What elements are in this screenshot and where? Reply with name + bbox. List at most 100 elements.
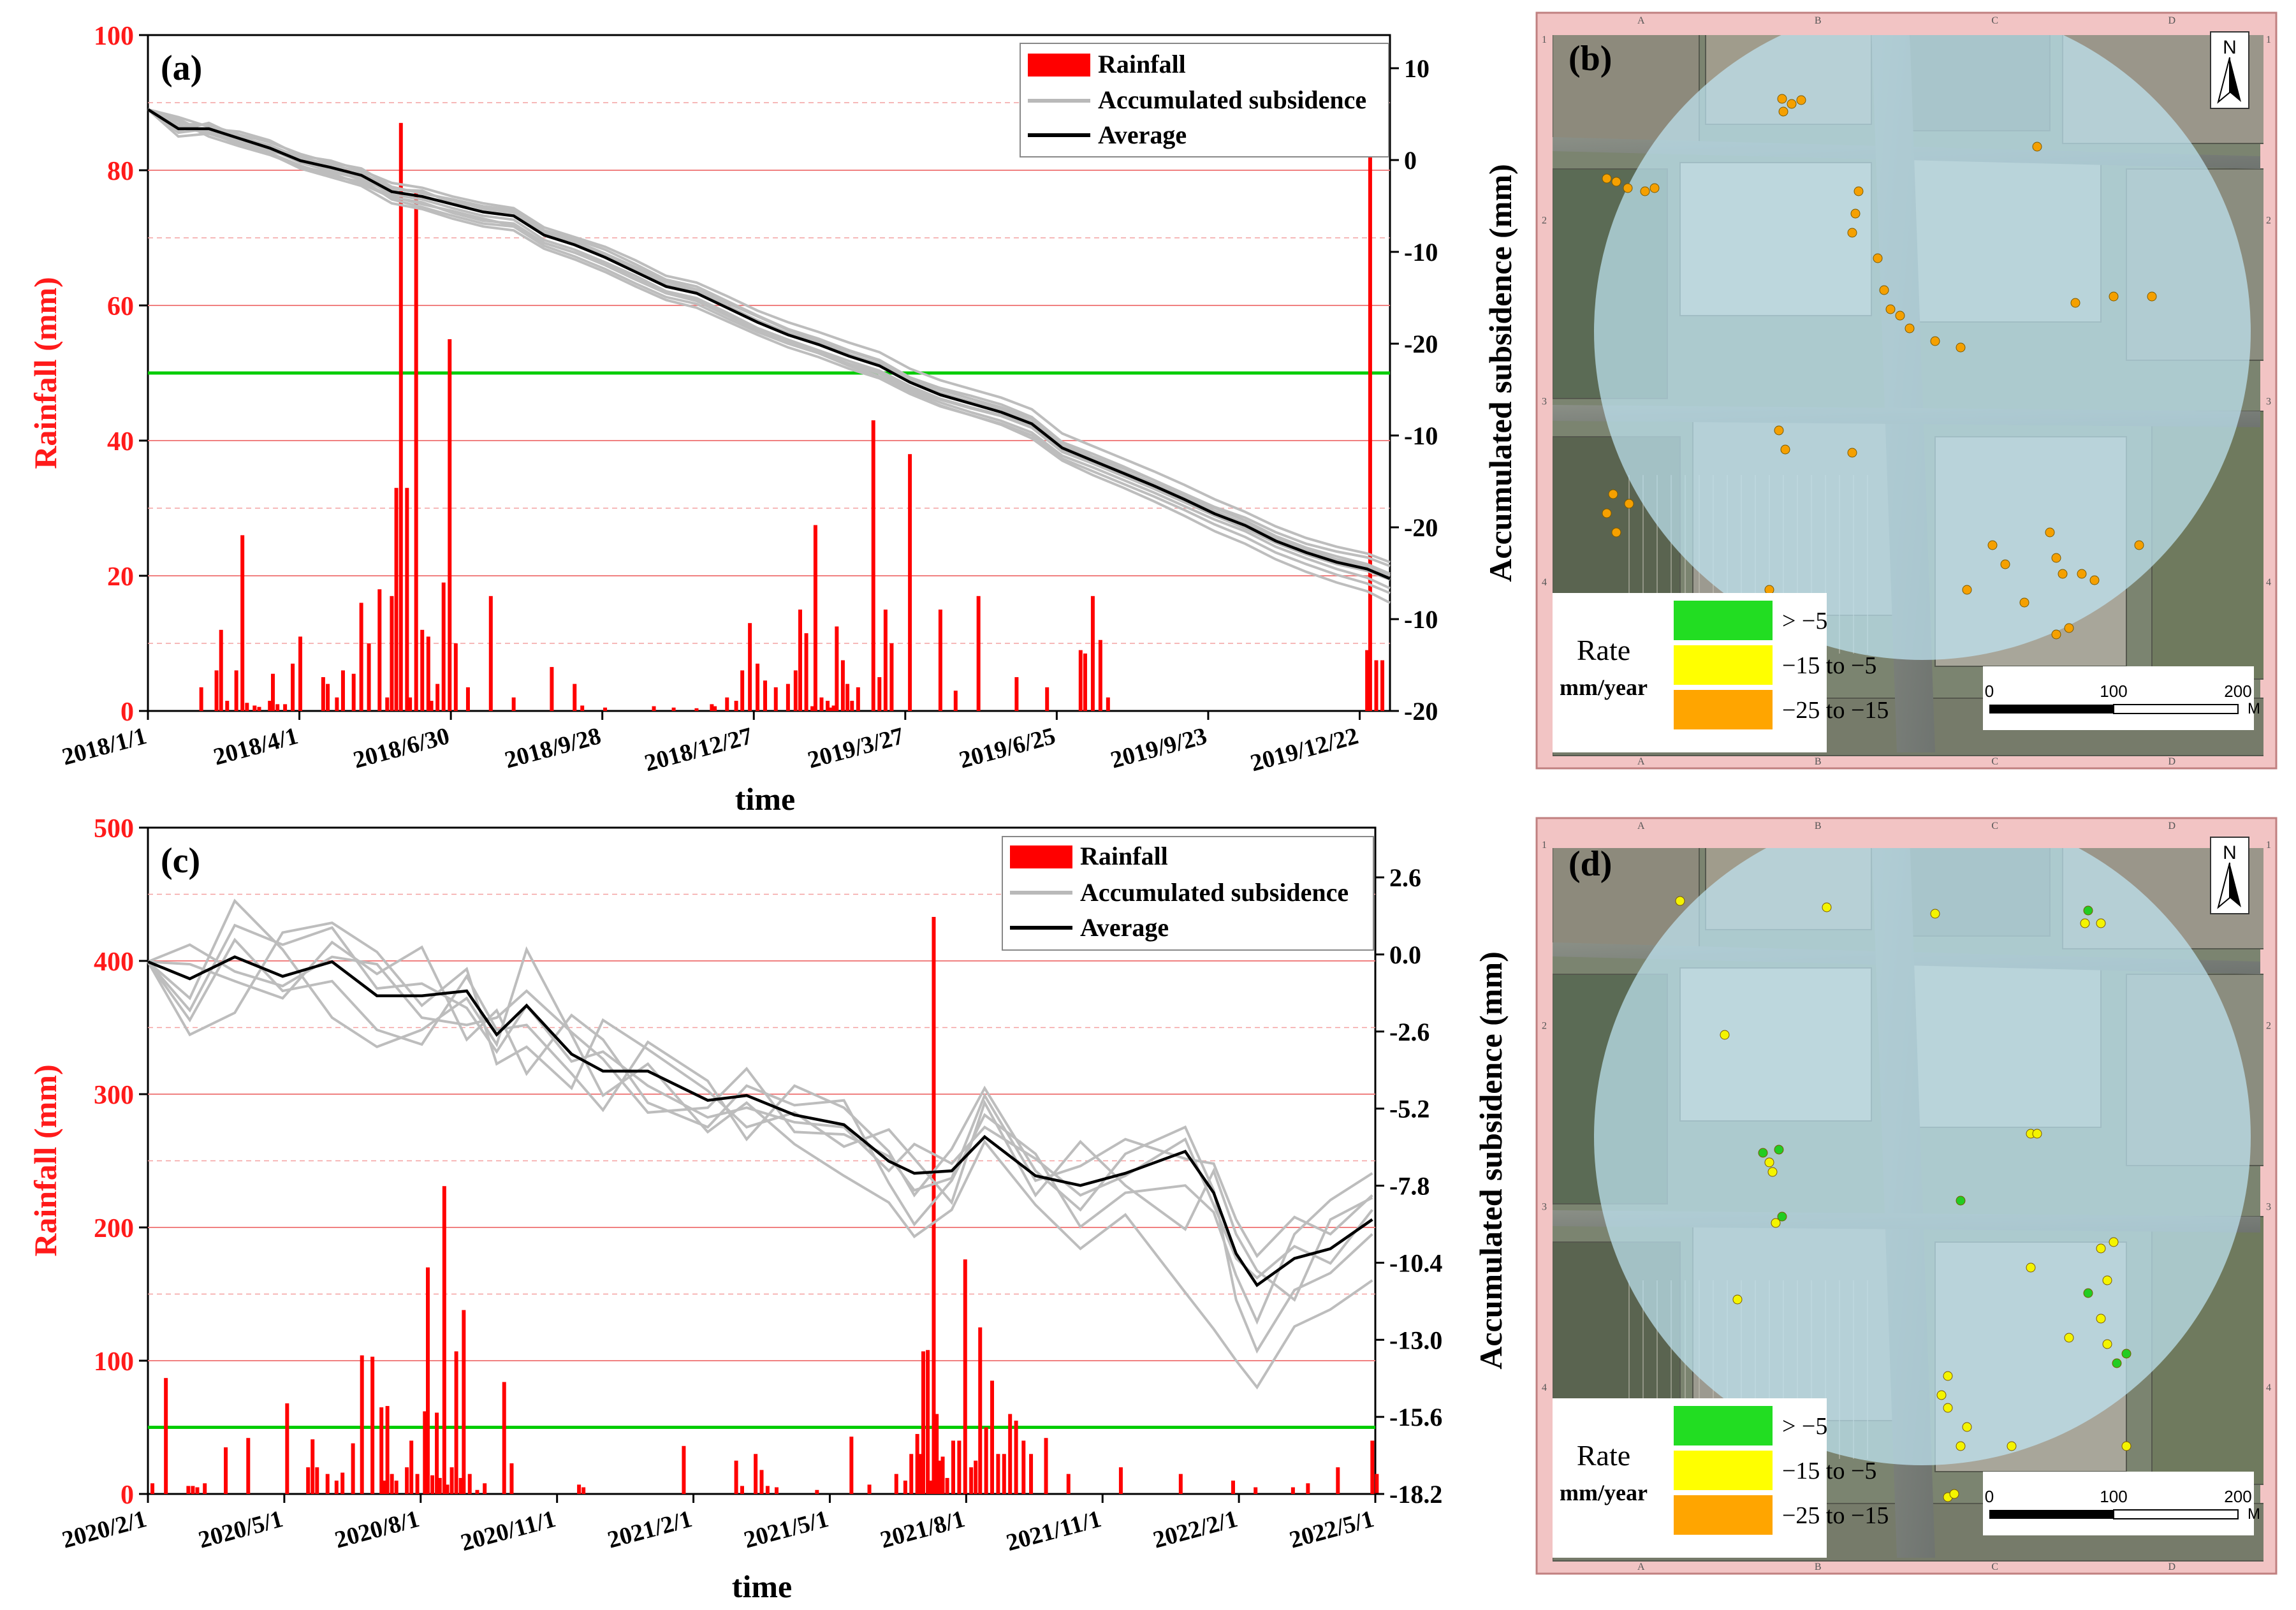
chart-a-ylabel-left: Rainfall (mm) (27, 277, 63, 469)
measurement-point (1847, 228, 1857, 238)
grid-row-label-left: 4 (1542, 577, 1547, 588)
north-label: N (2223, 842, 2237, 863)
grid-row-label-right: 2 (2266, 216, 2271, 226)
rainfall-bar (671, 707, 676, 711)
right-tick-label: -10.4 (1389, 1248, 1442, 1277)
grid-row-label-left: 1 (1542, 34, 1547, 45)
rainfall-bar (321, 677, 325, 711)
rainfall-bar (1014, 677, 1019, 711)
measurement-point (1847, 448, 1857, 458)
measurement-point (2007, 1441, 2017, 1451)
measurement-point (2112, 1358, 2122, 1368)
measurement-point (2134, 540, 2144, 550)
rainfall-bar (385, 697, 390, 711)
rainfall-bar (877, 677, 882, 711)
rainfall-bar (969, 1467, 974, 1494)
grid-col-label-bottom: A (1637, 756, 1645, 767)
x-tick-label: 2020/2/1 (59, 1505, 149, 1554)
grid-col-label-bottom: B (1815, 756, 1822, 767)
rainfall-bar (405, 1467, 409, 1494)
panel-label-a: (a) (161, 48, 202, 88)
rainfall-bar (442, 1186, 446, 1494)
measurement-point (2064, 1333, 2074, 1343)
right-tick-label: 2.6 (1389, 863, 1421, 892)
rainfall-bar (502, 1382, 506, 1494)
rainfall-bar (150, 1483, 155, 1494)
x-tick-label: 2022/5/1 (1287, 1505, 1377, 1554)
grid-row-label-right: 1 (2266, 840, 2271, 851)
subsidence-line-s2 (147, 940, 1373, 1325)
rainfall-bar (1365, 650, 1370, 711)
x-tick-label: 2019/3/27 (805, 722, 907, 773)
chart-c-rainfall-bars (150, 917, 1379, 1494)
rainfall-bar (810, 706, 815, 711)
north-arrow-icon (2230, 57, 2241, 102)
legend-item-label: −25 to −15 (1782, 1502, 1889, 1529)
scale-bar-box (1983, 666, 2254, 730)
left-tick-label: 200 (94, 1214, 134, 1243)
measurement-point (1602, 508, 1612, 518)
scale-label: 200 (2224, 682, 2251, 701)
rainfall-bar (786, 684, 790, 711)
legend-subsidence-label: Accumulated subsidence (1098, 85, 1366, 114)
rainfall-bar (951, 1440, 955, 1494)
rainfall-bar (1231, 1481, 1235, 1494)
rainfall-bar (257, 706, 261, 711)
grid-col-label-bottom: C (1991, 1562, 1998, 1572)
rainfall-bar (603, 707, 608, 711)
rainfall-bar (804, 633, 808, 711)
rainfall-bar (462, 1310, 466, 1494)
north-arrow-icon (2217, 57, 2230, 104)
measurement-point (1962, 1422, 1972, 1432)
measurement-point (2083, 1288, 2093, 1298)
rainfall-bar (713, 706, 717, 711)
rainfall-bar (996, 1454, 1000, 1494)
measurement-point (1943, 1371, 1953, 1381)
measurement-point (1774, 1145, 1784, 1155)
x-tick-label: 2021/5/1 (741, 1505, 831, 1554)
rainfall-bar (390, 1474, 394, 1494)
x-tick-label: 2018/9/28 (502, 722, 604, 773)
legend-title: Rate (1577, 634, 1630, 666)
chart-a-rainfall-bars (199, 122, 1385, 712)
left-tick-label: 80 (107, 157, 134, 186)
measurement-point (1956, 1441, 1966, 1451)
rainfall-bar (414, 190, 418, 711)
legend-rainfall-swatch (1028, 54, 1090, 77)
chart-a-ylabel-right: Accumulated subsidence (mm) (1482, 164, 1518, 582)
chart-a-xlabel: time (735, 781, 795, 817)
rainfall-bar (488, 596, 493, 711)
grid-col-label-bottom: A (1637, 1562, 1645, 1572)
rainfall-bar (1083, 653, 1087, 711)
scale-unit: M (2248, 700, 2260, 717)
rainfall-bar (1045, 687, 1049, 711)
grid-row-label-left: 3 (1542, 396, 1547, 407)
rainfall-bar (756, 663, 760, 711)
rainfall-bar (740, 670, 745, 711)
measurement-point (1949, 1489, 1959, 1499)
scale-label: 0 (1985, 1487, 1994, 1506)
rainfall-bar (351, 673, 356, 711)
subsidence-line-s4 (147, 108, 1391, 577)
rainfall-bar (425, 1267, 430, 1494)
chart-c-ylabel-left: Rainfall (mm) (27, 1064, 63, 1256)
rainfall-bar (1370, 1440, 1375, 1494)
legend-unit: mm/year (1560, 1480, 1648, 1505)
rainfall-bar (938, 610, 942, 711)
rainfall-bar (315, 1467, 319, 1494)
x-tick-label: 2018/1/1 (59, 722, 149, 771)
measurement-point (1777, 1211, 1787, 1222)
rainfall-bar (409, 1440, 414, 1494)
measurement-point (1885, 304, 1896, 314)
legend-rainfall-label: Rainfall (1098, 50, 1186, 78)
rainfall-bar (360, 1355, 364, 1494)
scale-unit: M (2248, 1505, 2260, 1523)
rainfall-bar (798, 610, 802, 711)
rainfall-bar (245, 703, 249, 711)
grid-row-label-left: 2 (1542, 216, 1547, 226)
panel-label: (b) (1568, 39, 1612, 78)
measurement-point (1930, 336, 1940, 346)
rainfall-bar (734, 701, 738, 711)
legend-color-swatch (1674, 645, 1773, 685)
buffer-zone-circle (1594, 848, 2251, 1465)
